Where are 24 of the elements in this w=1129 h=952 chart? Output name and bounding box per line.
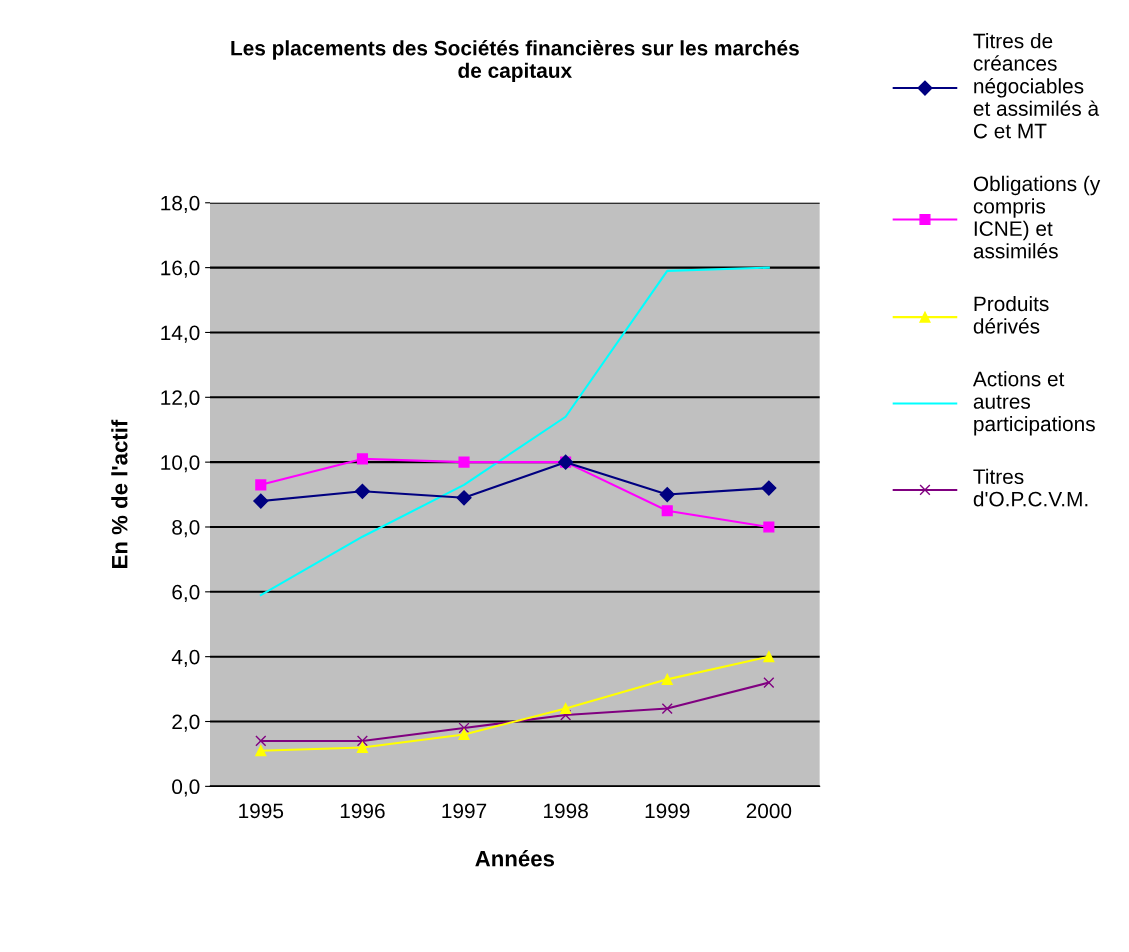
legend-label: Actions et autres participations	[972, 371, 1095, 436]
y-tick-label: 18,0	[161, 195, 200, 213]
x-axis-title: Années	[475, 850, 555, 867]
y-tick-label: 4,0	[171, 649, 200, 667]
legend-label: Obligations (y compris ICNE) et assimilés	[973, 175, 1101, 259]
y-tick-label: 2,0	[172, 714, 200, 732]
y-tick-label: 12,0	[161, 390, 200, 408]
x-tick-label: 1997	[442, 803, 487, 819]
y-tick-label: 14,0	[161, 325, 200, 343]
y-axis-title: En % de l'actif	[111, 419, 128, 568]
y-tick-label: 8,0	[172, 519, 200, 538]
x-tick-label: 2000	[746, 803, 792, 819]
x-tick-label: 1998	[544, 803, 588, 819]
legend-label: Produits dérivés	[973, 295, 1049, 334]
x-tick-label: 1999	[645, 803, 690, 819]
y-tick-label: 0,0	[172, 779, 200, 797]
chart-title: Les placements des Sociétés financières sur les marchés de capitaux	[231, 40, 799, 83]
y-tick-label: 6,0	[172, 584, 200, 603]
x-tick-label: 1996	[340, 803, 385, 819]
legend-label: Titres d'O.P.C.V.M.	[973, 468, 1088, 507]
legend-label: Titres de créances négociables et assimilés à C et MT	[973, 33, 1100, 139]
y-tick-label: 16,0	[161, 260, 200, 278]
x-tick-label: 1995	[239, 803, 284, 819]
y-tick-label: 10,0	[161, 455, 200, 473]
